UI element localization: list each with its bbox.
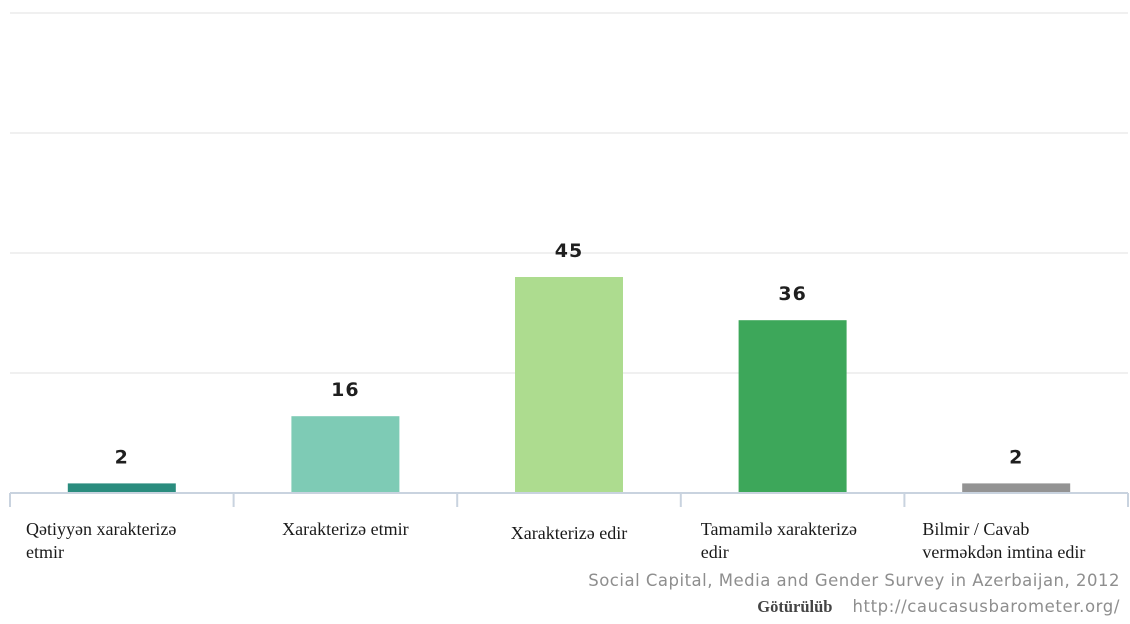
category-label-line: Qətiyyən xarakterizə bbox=[26, 519, 177, 539]
category-label-line: edir bbox=[700, 542, 729, 562]
bar bbox=[67, 483, 176, 493]
category-label: Xarakterizə edir bbox=[457, 522, 681, 545]
category-label: Bilmir / Cavab verməkdən imtina edir bbox=[922, 518, 1085, 564]
category-label-line: Xarakterizə etmir bbox=[282, 519, 409, 539]
credit-url: http://caucasusbarometer.org/ bbox=[852, 597, 1120, 616]
bar bbox=[291, 416, 400, 493]
category-label-line: Tamamilə xarakterizə bbox=[700, 519, 857, 539]
value-label: 2 bbox=[1009, 446, 1023, 468]
value-label: 45 bbox=[555, 240, 583, 262]
value-label: 2 bbox=[115, 446, 129, 468]
category-label-line: verməkdən imtina edir bbox=[922, 542, 1086, 562]
value-label: 36 bbox=[778, 283, 806, 305]
category-label: Tamamilə xarakterizə edir bbox=[701, 518, 857, 564]
category-label-line: Bilmir / Cavab bbox=[922, 519, 1030, 539]
bar bbox=[738, 320, 847, 493]
bars bbox=[67, 277, 1071, 493]
value-labels: 2 16 45 36 2 bbox=[115, 240, 1023, 468]
category-label: Xarakterizə etmir bbox=[234, 518, 458, 541]
credit-label: Götürülüb bbox=[757, 597, 833, 616]
value-label: 16 bbox=[331, 379, 359, 401]
category-label-line: etmir bbox=[26, 542, 64, 562]
credit-line: Götürülüb http://caucasusbarometer.org/ bbox=[757, 597, 1120, 617]
category-label: Qətiyyən xarakterizə etmir bbox=[26, 518, 176, 564]
category-label-line: Xarakterizə edir bbox=[510, 523, 628, 543]
bar bbox=[515, 277, 623, 493]
x-axis bbox=[9, 492, 1129, 507]
bar bbox=[962, 483, 1071, 493]
source-note: Social Capital, Media and Gender Survey … bbox=[588, 571, 1120, 590]
